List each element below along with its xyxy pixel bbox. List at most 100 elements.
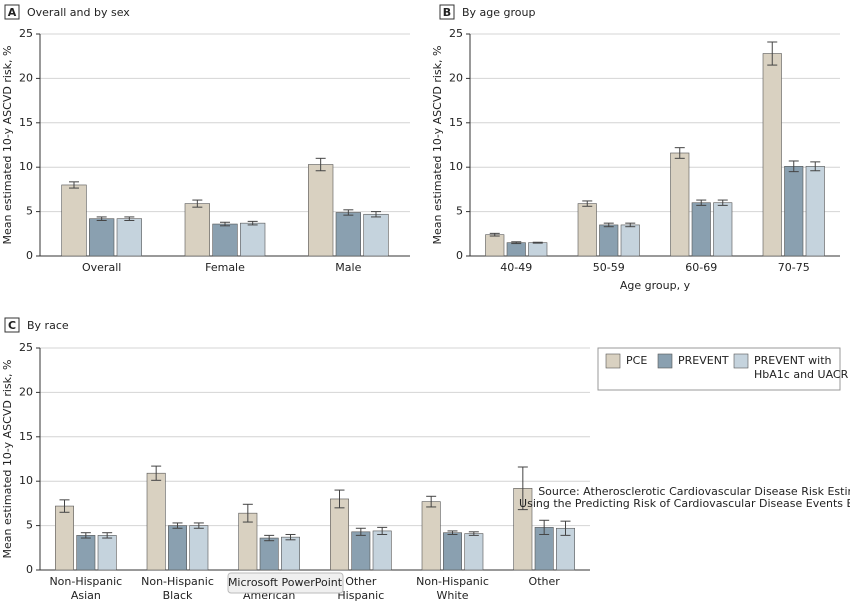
error-bar: [788, 160, 799, 173]
x-tick-label: 70-75: [778, 261, 810, 274]
tooltip: Microsoft PowerPoint: [227, 572, 344, 594]
error-bar: [69, 181, 79, 189]
bar: [146, 472, 166, 571]
x-tick-label: Male: [335, 261, 361, 274]
bar: [351, 531, 371, 571]
bar: [168, 525, 187, 571]
y-tick-label: 15: [449, 116, 463, 129]
bar: [184, 203, 210, 257]
y-tick-label: 5: [26, 205, 33, 218]
error-bar: [560, 520, 571, 536]
y-tick-label: 5: [26, 519, 33, 532]
panel-label: C: [8, 319, 16, 332]
panel-label: B: [443, 6, 451, 19]
y-tick-label: 0: [26, 563, 33, 576]
error-bar: [355, 527, 366, 536]
y-axis-label: Mean estimated 10-y ASCVD risk, %: [1, 46, 14, 245]
bar: [259, 537, 279, 571]
x-tick-label: 40-49: [500, 261, 532, 274]
bar: [330, 498, 349, 571]
x-axis-label: Age group, y: [620, 279, 691, 292]
source-note: Using the Predicting Risk of Cardiovascu…: [519, 497, 850, 510]
bar: [421, 501, 441, 571]
error-bar: [539, 519, 550, 535]
error-bar: [343, 209, 354, 216]
error-bar: [511, 241, 522, 245]
bar: [784, 166, 804, 257]
error-bar: [532, 241, 543, 244]
y-tick-label: 15: [19, 430, 33, 443]
bar: [762, 53, 782, 257]
y-tick-label: 20: [19, 71, 33, 84]
y-tick-label: 15: [19, 116, 33, 129]
error-bar: [447, 530, 458, 535]
panel-label-box: [4, 317, 20, 333]
error-bar: [315, 157, 326, 172]
error-bar: [102, 532, 113, 539]
tooltip-text: Microsoft PowerPoint: [228, 576, 343, 589]
bar: [506, 242, 526, 257]
error-bar: [603, 222, 614, 228]
error-bar: [810, 161, 821, 172]
legend-box: [597, 347, 841, 391]
x-tick-label: Non-Hispanic White: [416, 575, 489, 602]
bar: [464, 533, 484, 571]
x-tick-label: Female: [205, 261, 245, 274]
bar: [599, 224, 619, 257]
panel-title: Overall and by sex: [27, 6, 130, 19]
bar: [372, 530, 392, 571]
legend-swatch: [605, 353, 621, 369]
bar: [528, 242, 548, 257]
bar: [485, 234, 505, 257]
bar: [620, 224, 640, 257]
y-tick-label: 0: [26, 249, 33, 262]
bar: [443, 532, 462, 571]
y-tick-label: 25: [19, 27, 33, 40]
bar: [76, 535, 96, 571]
y-tick-label: 10: [19, 160, 33, 173]
legend-label: PREVENT with HbA1c and UACR: [754, 354, 849, 381]
error-bar: [674, 147, 685, 159]
error-bar: [247, 220, 258, 226]
bar: [691, 202, 711, 257]
bar: [55, 505, 74, 571]
error-bar: [285, 533, 296, 541]
tooltip-box: [227, 572, 344, 594]
error-bar: [124, 216, 135, 221]
error-bar: [696, 199, 707, 206]
x-tick-label: 50-59: [593, 261, 625, 274]
error-bar: [468, 531, 479, 536]
x-tick-label: Overall: [82, 261, 121, 274]
error-bar: [264, 534, 275, 542]
x-tick-label: 60-69: [685, 261, 717, 274]
panel-label-box: [439, 4, 455, 20]
bar: [577, 203, 597, 257]
y-tick-label: 10: [449, 160, 463, 173]
bar: [116, 218, 142, 257]
legend-label: PCE: [626, 354, 647, 367]
error-bar: [426, 495, 437, 508]
y-tick-label: 25: [19, 341, 33, 354]
panel-label-box: [4, 4, 20, 20]
error-bar: [489, 232, 500, 237]
error-bar: [96, 216, 107, 221]
bar: [97, 535, 117, 571]
bar: [805, 166, 825, 257]
error-bar: [582, 200, 593, 207]
bar: [308, 164, 334, 257]
x-tick-label: Non-Hispanic Black: [141, 575, 214, 602]
panel-title: By age group: [462, 6, 536, 19]
y-tick-label: 0: [456, 249, 463, 262]
error-bar: [220, 221, 230, 227]
error-bar: [151, 465, 162, 481]
legend-label: PREVENT: [678, 354, 729, 367]
error-bar: [377, 526, 388, 535]
error-bar: [371, 211, 381, 218]
y-tick-label: 10: [19, 474, 33, 487]
legend-swatch: [657, 353, 673, 369]
y-axis-label: Mean estimated 10-y ASCVD risk, %: [1, 360, 14, 559]
bar: [335, 212, 361, 257]
error-bar: [334, 489, 345, 509]
error-bar: [717, 199, 728, 206]
